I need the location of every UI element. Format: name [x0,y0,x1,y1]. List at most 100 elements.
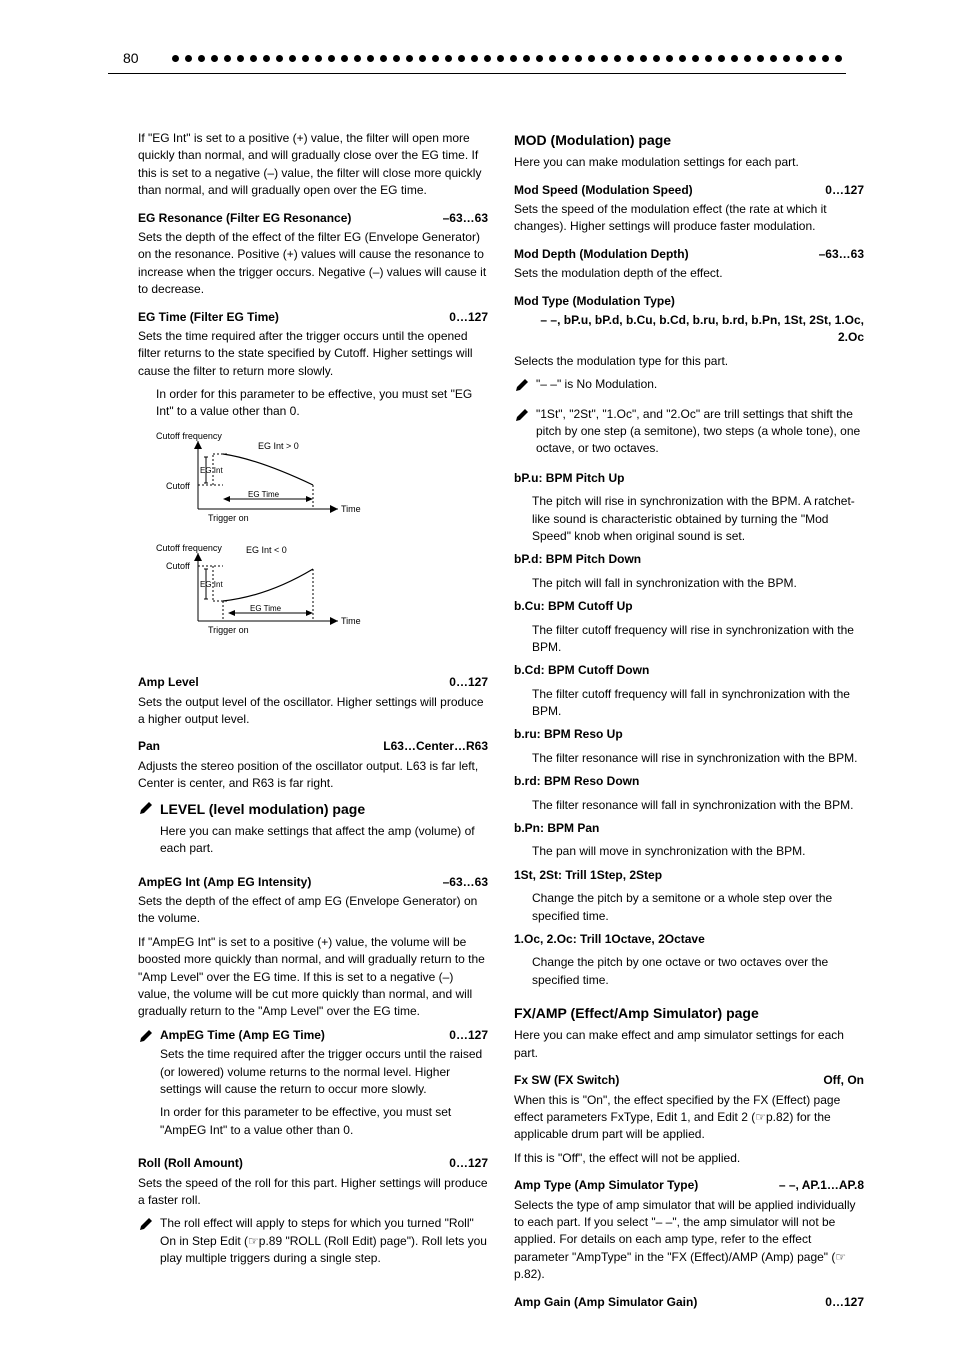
eg-time-body: Sets the time required after the trigger… [138,328,488,380]
pencil-icon [138,800,154,816]
bpn-body: The pan will move in synchronization wit… [532,843,864,860]
param-name: EG Resonance (Filter EG Resonance) [138,211,351,225]
mod-section-title: MOD (Modulation) page [514,130,864,150]
amptype-body: Selects the type of amp simulator that w… [514,1197,864,1284]
modtype-note1-row: "– –" is No Modulation. [514,376,864,399]
roll-body: Sets the speed of the roll for this part… [138,1175,488,1210]
pencil-icon [138,1028,154,1044]
svg-text:Trigger on: Trigger on [208,625,249,635]
ampegint-body: Sets the depth of the effect of amp EG (… [138,893,488,928]
fxsw-title: Fx SW (FX Switch) Off, On [514,1072,864,1089]
header-dots [172,55,846,62]
bcd-label: b.Cd: BPM Cutoff Down [514,662,864,679]
ampegint-title: AmpEG Int (Amp EG Intensity) –63…63 [138,874,488,891]
svg-text:Time: Time [341,504,361,514]
param-name: AmpEG Time (Amp EG Time) [160,1028,325,1042]
egint-explanation: If "EG Int" is set to a positive (+) val… [138,130,488,200]
oc-body: Change the pitch by one octave or two oc… [532,954,864,989]
svg-text:EG Time: EG Time [250,604,282,613]
param-name: Amp Level [138,675,199,689]
modtype-range: – –, bP.u, bP.d, b.Cu, b.Cd, b.ru, b.rd,… [514,312,864,347]
ampgain-title: Amp Gain (Amp Simulator Gain) 0…127 [514,1294,864,1311]
param-name: Roll (Roll Amount) [138,1156,243,1170]
modspeed-body: Sets the speed of the modulation effect … [514,201,864,236]
param-range: Off, On [823,1072,864,1089]
amp-level-body: Sets the output level of the oscillator.… [138,694,488,729]
amp-level-title: Amp Level 0…127 [138,674,488,691]
param-range: L63…Center…R63 [383,738,488,755]
bcu-label: b.Cu: BPM Cutoff Up [514,598,864,615]
pan-title: Pan L63…Center…R63 [138,738,488,755]
bpu-body: The pitch will rise in synchronization w… [532,493,864,545]
param-range: –63…63 [443,210,488,227]
modtype-note2-row: "1St", "2St", "1.Oc", and "2.Oc" are tri… [514,406,864,464]
param-range: –63…63 [819,246,864,263]
param-range: 0…127 [449,674,488,691]
bpd-label: bP.d: BPM Pitch Down [514,551,864,568]
bru-label: b.ru: BPM Reso Up [514,726,864,743]
svg-text:Cutoff frequency: Cutoff frequency [156,543,222,553]
bcd-body: The filter cutoff frequency will fall in… [532,686,864,721]
level-intro: Here you can make settings that affect t… [160,823,488,858]
param-name: Mod Type (Modulation Type) [514,294,675,308]
param-name: Amp Gain (Amp Simulator Gain) [514,1295,697,1309]
param-range: 0…127 [825,1294,864,1311]
pencil-icon [514,377,530,393]
moddepth-body: Sets the modulation depth of the effect. [514,265,864,282]
note-level-section: LEVEL (level modulation) page Here you c… [138,799,488,864]
pencil-icon [138,1216,154,1232]
param-range: – –, AP.1…AP.8 [779,1177,864,1194]
brd-label: b.rd: BPM Reso Down [514,773,864,790]
bru-body: The filter resonance will rise in synchr… [532,750,864,767]
param-name: Pan [138,739,160,753]
page-number: 80 [123,50,139,66]
eg-time-title: EG Time (Filter EG Time) 0…127 [138,309,488,326]
header-rule [108,73,846,74]
eg-resonance-title: EG Resonance (Filter EG Resonance) –63…6… [138,210,488,227]
st-body: Change the pitch by a semitone or a whol… [532,890,864,925]
svg-text:EG Int < 0: EG Int < 0 [246,545,287,555]
right-column: MOD (Modulation) page Here you can make … [514,130,864,1313]
svg-text:Trigger on: Trigger on [208,513,249,523]
roll-note-row: The roll effect will apply to steps for … [138,1215,488,1273]
ampegtime-note: In order for this parameter to be effect… [160,1104,488,1139]
modtype-title: Mod Type (Modulation Type) [514,293,864,310]
eg-resonance-body: Sets the depth of the effect of the filt… [138,229,488,299]
param-range: 0…127 [825,182,864,199]
amptype-title: Amp Type (Amp Simulator Type) – –, AP.1…… [514,1177,864,1194]
svg-text:EG Int: EG Int [200,580,223,589]
param-name: EG Time (Filter EG Time) [138,310,279,324]
fxsw-body1: When this is "On", the effect specified … [514,1092,864,1144]
svg-text:EG Int: EG Int [200,466,223,475]
ampegtime-row: AmpEG Time (Amp EG Time) 0…127 Sets the … [138,1027,488,1145]
oc-label: 1.Oc, 2.Oc: Trill 1Octave, 2Octave [514,931,864,948]
bpn-label: b.Pn: BPM Pan [514,820,864,837]
bpd-body: The pitch will fall in synchronization w… [532,575,864,592]
st-label: 1St, 2St: Trill 1Step, 2Step [514,867,864,884]
mod-intro: Here you can make modulation settings fo… [514,154,864,171]
svg-text:Time: Time [341,616,361,626]
bpu-label: bP.u: BPM Pitch Up [514,470,864,487]
svg-text:EG Time: EG Time [248,490,280,499]
modspeed-title: Mod Speed (Modulation Speed) 0…127 [514,182,864,199]
param-name: Mod Speed (Modulation Speed) [514,183,693,197]
fxsw-body2: If this is "Off", the effect will not be… [514,1150,864,1167]
diag-label: Cutoff frequency [156,431,222,441]
param-range: 0…127 [449,309,488,326]
roll-title: Roll (Roll Amount) 0…127 [138,1155,488,1172]
fx-intro: Here you can make effect and amp simulat… [514,1027,864,1062]
level-section-title: LEVEL (level modulation) page [160,799,488,819]
param-range: –63…63 [443,874,488,891]
ampegtime-title: AmpEG Time (Amp EG Time) 0…127 [160,1027,488,1044]
modtype-note2: "1St", "2St", "1.Oc", and "2.Oc" are tri… [536,406,864,458]
pencil-icon [514,407,530,423]
modtype-note1: "– –" is No Modulation. [536,376,657,393]
fx-section-title: FX/AMP (Effect/Amp Simulator) page [514,1003,864,1023]
param-range: 0…127 [449,1027,488,1044]
param-name: Amp Type (Amp Simulator Type) [514,1178,698,1192]
param-name: AmpEG Int (Amp EG Intensity) [138,875,311,889]
ampegtime-body: Sets the time required after the trigger… [160,1046,488,1098]
moddepth-title: Mod Depth (Modulation Depth) –63…63 [514,246,864,263]
param-range: 0…127 [449,1155,488,1172]
eg-time-note: In order for this parameter to be effect… [156,386,488,421]
